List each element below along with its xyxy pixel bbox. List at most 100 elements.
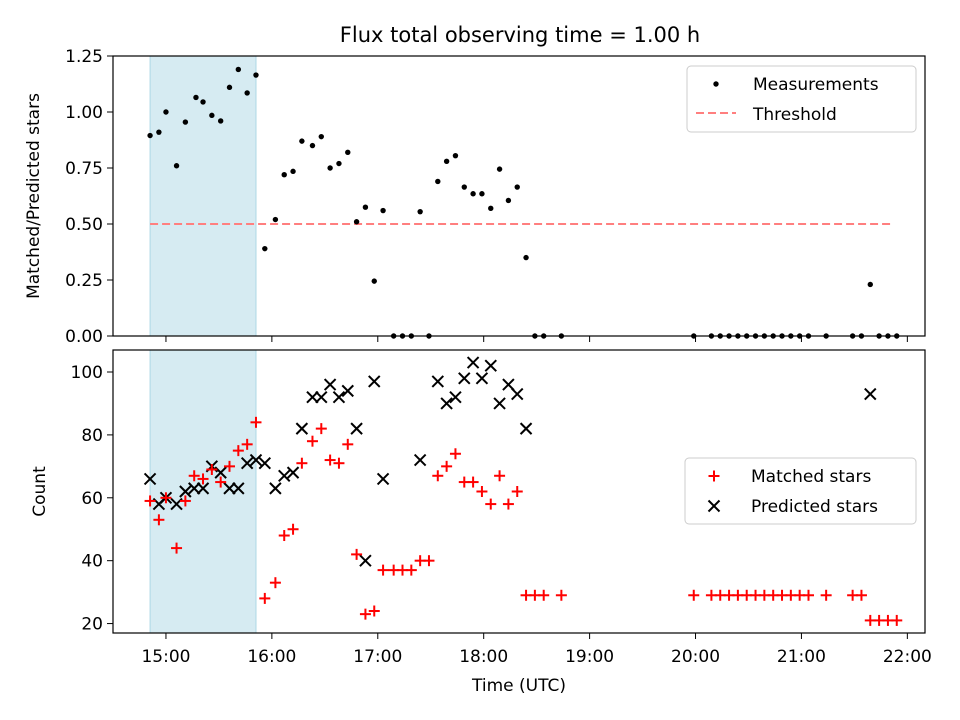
predicted-stars-point [269, 482, 282, 495]
matched-stars-point [476, 486, 488, 497]
measurement-point [309, 142, 316, 149]
bottom-y-tick-label: 60 [81, 489, 103, 509]
matched-stars-point [296, 457, 308, 469]
top-shaded-span [149, 55, 257, 337]
bottom-panel: 20 40 60 80 100 15:00 16:00 17:00 18:00 19:00 20:… [30, 349, 932, 696]
legend-predicted-marker [707, 499, 721, 513]
predicted-stars-point [143, 472, 157, 486]
predicted-stars-point-b [315, 390, 328, 404]
matched-stars-point [405, 564, 417, 576]
matched-stars-point [324, 454, 336, 466]
predicted-stars-point-b [332, 390, 346, 404]
predicted-stars-point-b [431, 375, 445, 388]
predicted-stars-point [306, 390, 319, 404]
measurement-point [200, 99, 206, 105]
predicted-stars-point-b [449, 390, 462, 404]
matched-stars-point [351, 548, 363, 560]
matched-stars-point [179, 495, 191, 507]
matched-stars-point [215, 476, 227, 488]
matched-stars-point [232, 445, 244, 457]
bottom-x-tick-label: 16:00 [247, 647, 296, 667]
legend-matched-plus [708, 470, 720, 482]
measurement-point [299, 138, 305, 144]
matched-stars-point [315, 423, 327, 435]
predicted-stars-point-b [258, 456, 272, 470]
top-legend-box [686, 65, 917, 133]
measurement-point [380, 207, 386, 214]
predicted-stars-point-b [368, 375, 381, 388]
predicted-stars-point [323, 378, 337, 391]
predicted-stars-point [332, 390, 346, 404]
measurement-point [272, 216, 279, 223]
measurement-point [262, 245, 268, 252]
predicted-stars-point-b [519, 422, 533, 435]
predicted-stars-point-b [286, 466, 300, 479]
measurement-point [488, 205, 494, 212]
predicted-stars-point-b [341, 384, 354, 398]
measurement-point [452, 152, 459, 159]
bottom-y-tick-label: 100 [71, 363, 103, 383]
legend-predicted-label: Predicted stars [751, 497, 878, 517]
predicted-stars-point-b [475, 372, 489, 385]
measurement-point [156, 129, 162, 135]
predicted-stars-point [240, 456, 254, 470]
top-legend: Measurements Threshold [686, 65, 917, 133]
predicted-stars-point [413, 453, 427, 467]
measurement-point [867, 281, 873, 288]
matched-stars-point [802, 589, 814, 601]
predicted-stars-point [431, 375, 445, 388]
matched-stars-point [555, 589, 567, 601]
matched-stars-point [820, 589, 832, 601]
predicted-stars-point-b [295, 422, 309, 435]
bottom-y-tick-label: 80 [81, 426, 103, 446]
predicted-stars-point [341, 384, 354, 398]
legend-predicted-x [707, 499, 721, 513]
bottom-shaded-span [149, 349, 257, 634]
matched-stars-point [494, 470, 506, 482]
bottom-x-tick-label: 15:00 [141, 647, 190, 667]
measurement-point [435, 178, 441, 185]
predicted-stars-point [511, 387, 524, 401]
matched-stars-point [160, 492, 172, 504]
predicted-stars-point-b [350, 422, 363, 435]
legend-matched-marker [708, 470, 720, 482]
predicted-stars-point-b [511, 387, 524, 401]
predicted-stars-point [493, 397, 506, 410]
predicted-stars-point-b [232, 482, 245, 495]
top-y-tick-label: 0.00 [65, 327, 103, 347]
predicted-stars-point [440, 397, 453, 410]
legend-matched-label: Matched stars [751, 467, 871, 487]
predicted-stars-point [359, 554, 372, 567]
predicted-stars-point [286, 466, 300, 479]
top-y-axis-label: Matched/Predicted stars [24, 93, 44, 299]
bottom-x-tick-label: 17:00 [353, 647, 402, 667]
predicted-stars-point-b [306, 390, 319, 404]
measurement-point [505, 197, 512, 204]
matched-stars-point [144, 495, 156, 507]
predicted-stars-point [196, 482, 210, 495]
measurement-point [173, 163, 180, 169]
top-y-ticks: 0.00 0.25 0.50 0.75 1.00 1.25 [65, 47, 113, 347]
measurement-point [461, 184, 467, 190]
measurement-point [362, 204, 369, 210]
measurement-point [523, 254, 529, 261]
predicted-stars-point-b [179, 485, 192, 498]
predicted-stars-point-b [502, 378, 515, 391]
predicted-stars-point [258, 456, 272, 470]
top-y-tick-label: 1.25 [65, 47, 103, 67]
measurement-point [514, 184, 520, 190]
matched-stars-point [269, 577, 281, 589]
legend-predicted-x-b [707, 499, 721, 513]
matched-stars-point [259, 592, 271, 604]
matched-stars-point [206, 463, 218, 475]
bottom-x-axis-label: Time (UTC) [471, 676, 566, 696]
predicted-stars-point-b [864, 387, 877, 401]
predicted-stars-point [466, 356, 480, 369]
matched-stars-point [688, 589, 700, 601]
predicted-stars-point-b [214, 466, 227, 479]
measurement-point [290, 168, 296, 175]
matched-stars-point [241, 438, 253, 450]
bottom-y-axis-label: Count [30, 466, 50, 517]
predicted-stars-point-b [143, 472, 157, 486]
